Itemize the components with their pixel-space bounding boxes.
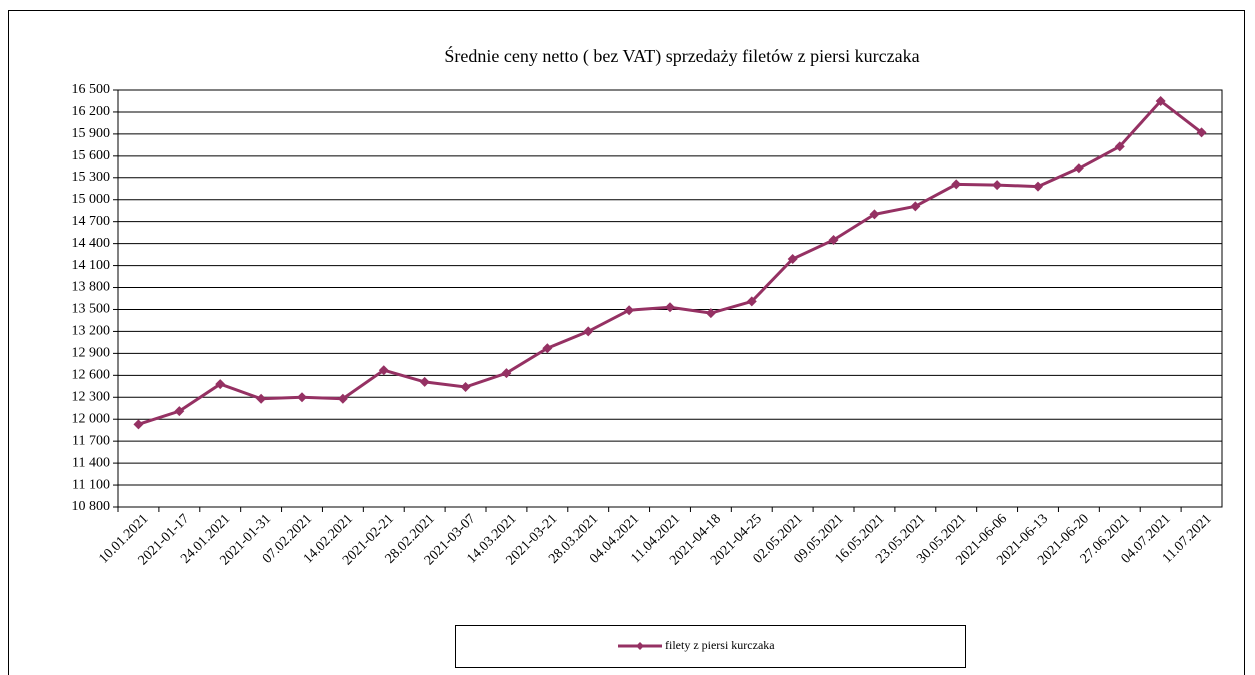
data-point xyxy=(951,179,962,190)
legend-marker xyxy=(636,642,644,650)
data-point xyxy=(215,379,226,390)
data-point xyxy=(624,305,635,316)
y-tick-label: 14 400 xyxy=(72,236,111,251)
data-point xyxy=(583,326,594,337)
data-point xyxy=(419,376,430,387)
y-tick-label: 16 200 xyxy=(72,104,111,119)
data-point xyxy=(501,368,512,379)
data-point xyxy=(869,209,880,220)
y-tick-label: 11 700 xyxy=(72,433,110,448)
y-tick-label: 13 500 xyxy=(72,302,111,317)
data-point xyxy=(174,406,185,417)
data-point xyxy=(378,365,389,376)
data-point xyxy=(1073,163,1084,174)
y-tick-label: 15 300 xyxy=(72,170,111,185)
y-tick-label: 16 500 xyxy=(72,82,111,97)
y-tick-label: 13 200 xyxy=(72,324,111,339)
y-tick-label: 12 900 xyxy=(72,346,111,361)
y-tick-label: 11 100 xyxy=(72,477,110,492)
data-point xyxy=(746,296,757,307)
plot-area xyxy=(117,89,1223,508)
y-tick-label: 12 000 xyxy=(72,411,111,426)
data-point xyxy=(256,393,267,404)
data-point xyxy=(1114,141,1125,152)
y-tick-label: 14 700 xyxy=(72,214,111,229)
y-tick-label: 15 000 xyxy=(72,192,111,207)
y-tick-label: 11 400 xyxy=(72,455,110,470)
data-point xyxy=(1033,181,1043,192)
data-point xyxy=(133,419,144,430)
legend-label: filety z piersi kurczaka xyxy=(665,638,775,652)
data-point xyxy=(665,302,675,313)
legend-box xyxy=(455,625,966,668)
y-tick-label: 12 600 xyxy=(72,368,111,383)
data-point xyxy=(297,392,307,403)
y-tick-label: 15 900 xyxy=(72,126,111,141)
data-point xyxy=(992,180,1003,191)
data-point xyxy=(910,201,921,212)
y-tick-label: 13 800 xyxy=(72,280,111,295)
data-point xyxy=(1196,127,1207,138)
y-tick-label: 15 600 xyxy=(72,148,111,163)
data-point xyxy=(460,382,471,393)
y-tick-label: 12 300 xyxy=(72,389,111,404)
data-point xyxy=(542,343,553,354)
y-tick-label: 14 100 xyxy=(72,258,111,273)
data-point xyxy=(1155,95,1166,106)
data-point xyxy=(705,308,716,319)
data-point xyxy=(787,253,798,264)
data-point xyxy=(828,234,839,245)
chart-title: Średnie ceny netto ( bez VAT) sprzedaży … xyxy=(444,45,919,67)
data-point xyxy=(337,393,348,404)
y-tick-label: 10 800 xyxy=(72,499,111,514)
